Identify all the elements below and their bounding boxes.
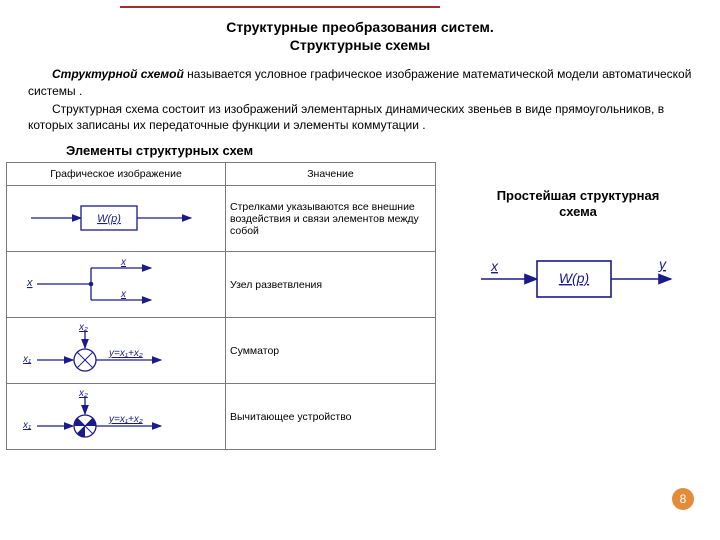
th-image: Графическое изображение [7,163,226,186]
simple-wp: W(p) [559,270,589,286]
diagram-summator: x₁ x₂ y=x₁+x₂ [7,318,226,384]
x1-label: x₁ [22,420,31,431]
x-out2: x [120,289,127,300]
x-out1: x [120,257,127,268]
diagram-branch: x x x [7,252,226,318]
th-meaning: Значение [226,163,436,186]
x-label: x [26,277,33,289]
x2-label: x₂ [78,388,88,399]
title-line-2: Структурные схемы [0,36,720,54]
right-title: Простейшая структурная схема [436,188,720,221]
table-row: x x x Узел разветвления [7,252,436,318]
diagram-subtractor: x₁ x₂ y=x₁+x₂ [7,384,226,450]
para2: Структурная схема состоит из изображений… [28,101,692,133]
y-sum-label: y=x₁+x₂ [108,348,143,359]
meaning-cell: Сумматор [226,318,436,384]
table-row: x₁ x₂ y=x₁+x₂ Вычитающее устройство [7,384,436,450]
wp-label: W(p) [97,213,121,225]
right-title-1: Простейшая структурная [436,188,720,204]
term: Структурной схемой [52,67,184,81]
y-sum-label2: y=x₁+x₂ [108,414,143,425]
x1-label: x₁ [22,354,31,365]
meaning-cell: Вычитающее устройство [226,384,436,450]
meaning-cell: Узел разветвления [226,252,436,318]
simple-y: y [658,256,667,272]
table-row: x₁ x₂ y=x₁+x₂ Сумматор [7,318,436,384]
elements-table: Графическое изображение Значение W(p) [6,162,436,450]
accent-rule [120,6,440,8]
table-row: W(p) Стрелками указываются все внешние в… [7,186,436,252]
diagram-block: W(p) [7,186,226,252]
simple-x: x [490,258,499,274]
meaning-cell: Стрелками указываются все внешние воздей… [226,186,436,252]
simple-scheme: x W(p) y [463,243,693,313]
subhead: Элементы структурных схем [66,143,720,158]
page-number: 8 [680,492,687,506]
title-line-1: Структурные преобразования систем. [0,18,720,36]
right-title-2: схема [436,204,720,220]
page-number-badge: 8 [672,488,694,510]
title: Структурные преобразования систем. Струк… [0,0,720,54]
x2-label: x₂ [78,322,88,333]
body-text: Структурной схемой называется условное г… [28,66,692,133]
